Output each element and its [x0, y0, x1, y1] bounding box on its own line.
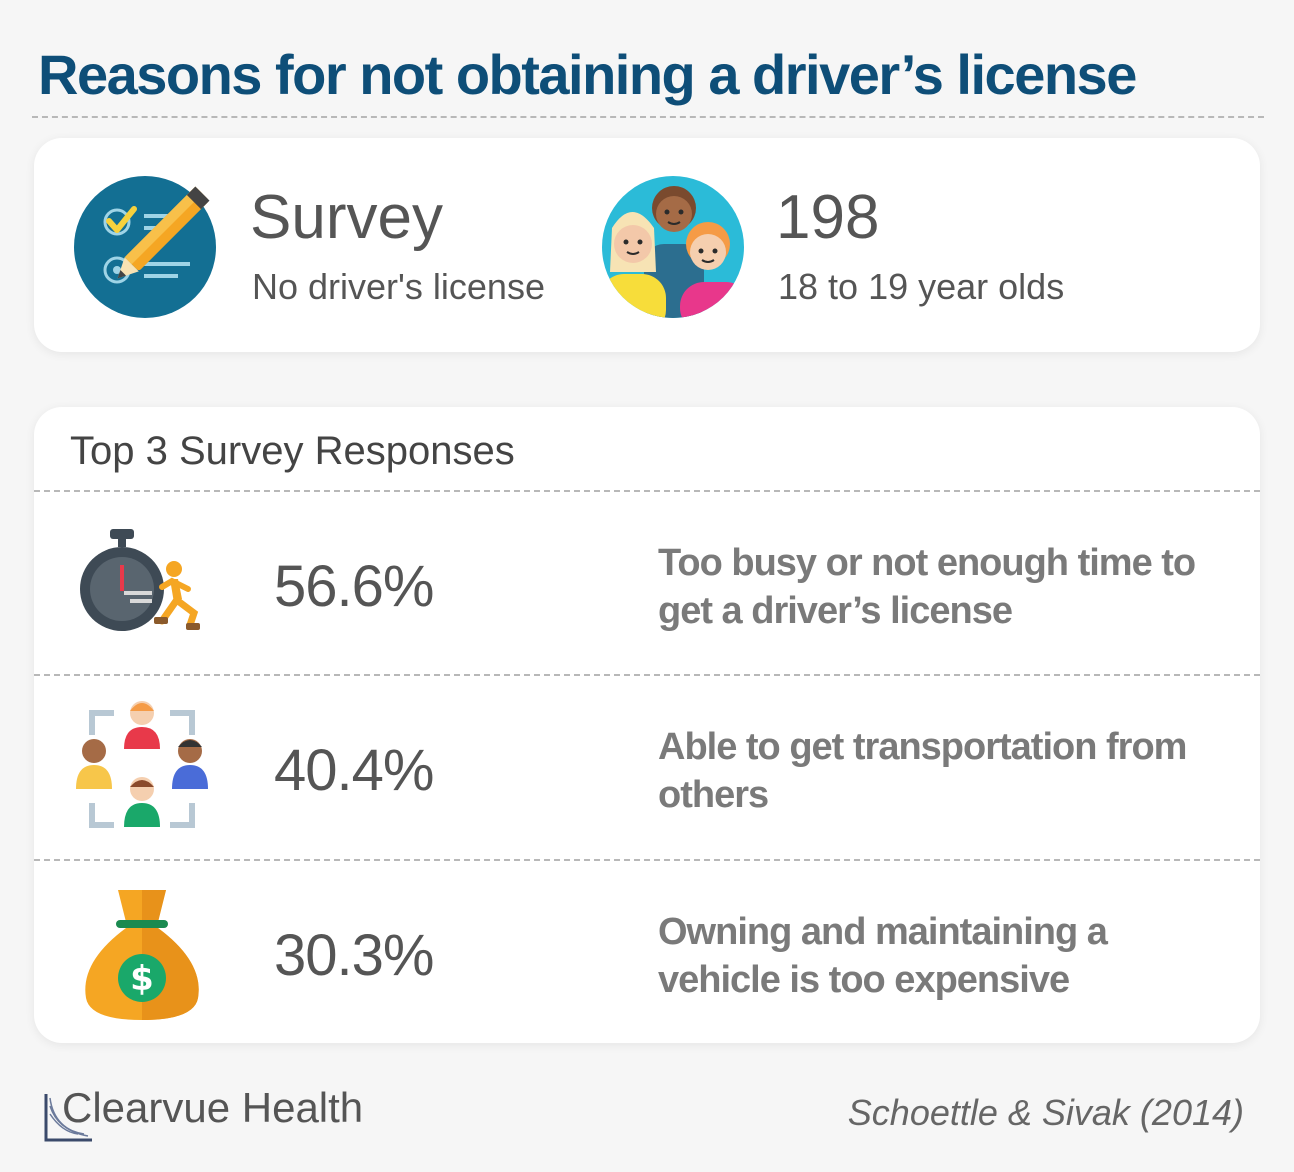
survey-heading: Survey	[250, 183, 443, 252]
divider	[34, 490, 1260, 492]
checklist-pencil-icon	[74, 176, 216, 318]
response-text: Too busy or not enough time to get a dri…	[658, 542, 1196, 632]
divider	[34, 859, 1260, 861]
divider	[34, 674, 1260, 676]
source-citation: Schoettle & Sivak (2014)	[847, 1092, 1244, 1133]
clearvue-logo-icon	[44, 1094, 92, 1142]
people-network-icon	[76, 701, 208, 828]
brand-name: Clearvue Health	[62, 1084, 364, 1131]
response-percent: 56.6%	[274, 554, 434, 619]
survey-subtext: No driver's license	[252, 266, 545, 307]
money-bag-icon: $	[85, 890, 199, 1020]
response-percent: 30.3%	[274, 923, 434, 988]
response-row: 40.4% Able to get transportation from ot…	[34, 675, 1260, 859]
stopwatch-runner-icon	[80, 529, 200, 631]
response-row: 56.6% Too busy or not enough time to get…	[34, 491, 1260, 675]
summary-card: Survey No driver's license 198 18 to 19 …	[34, 138, 1260, 352]
svg-text:$: $	[130, 959, 154, 999]
response-row: $ 30.3% Owning and maintaining a vehicle…	[34, 860, 1260, 1044]
sample-subtext: 18 to 19 year olds	[778, 266, 1065, 307]
response-text: Owning and maintaining a vehicle is too …	[658, 911, 1108, 1001]
young-people-group-icon	[602, 176, 744, 318]
title-divider	[32, 116, 1264, 118]
responses-card: Top 3 Survey Responses 56.6% Too busy or…	[34, 407, 1260, 1043]
response-text: Able to get transportation from others	[658, 726, 1187, 816]
page-title: Reasons for not obtaining a driver’s lic…	[38, 43, 1137, 106]
response-percent: 40.4%	[274, 738, 434, 803]
sample-count: 198	[776, 183, 880, 252]
responses-heading: Top 3 Survey Responses	[70, 429, 515, 473]
